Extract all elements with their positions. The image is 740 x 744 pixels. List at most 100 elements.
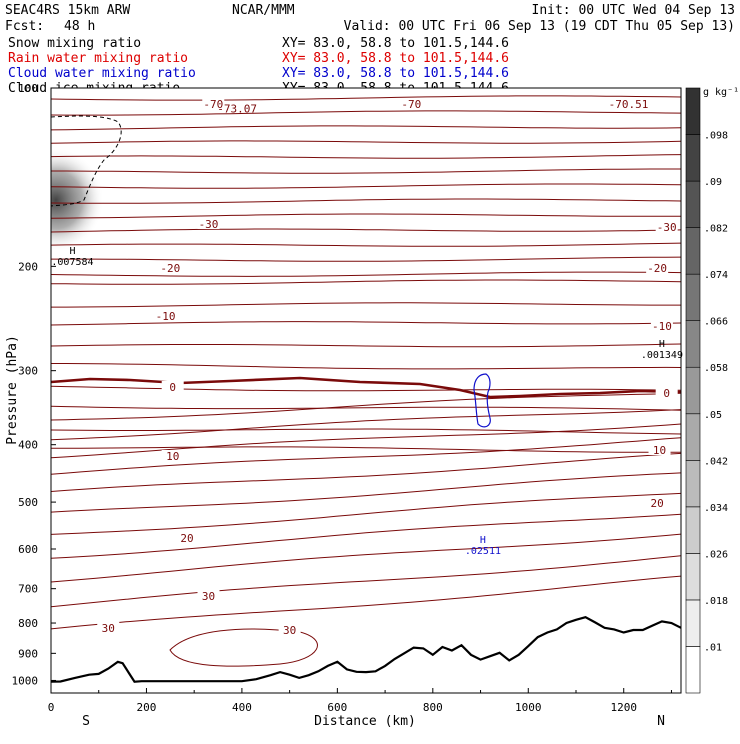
contour-label: -10 — [652, 320, 672, 333]
contour-label: -30 — [199, 218, 219, 231]
model-title: SEAC4RS 15km ARW — [5, 3, 130, 18]
colorbar-swatch — [685, 366, 701, 415]
extremum-value: .02511 — [465, 546, 501, 557]
isotherm — [51, 183, 681, 189]
extremum-marker: H — [69, 246, 75, 257]
y-tick-label: 800 — [18, 617, 38, 630]
colorbar-swatch — [685, 227, 701, 275]
colorbar-label: .058 — [704, 363, 728, 374]
isotherm — [51, 575, 681, 630]
y-tick-label: 200 — [18, 260, 38, 273]
colorbar-label: .066 — [704, 317, 728, 328]
isotherm — [51, 154, 681, 159]
contour-label-bg — [646, 262, 669, 273]
y-tick-label: 700 — [18, 583, 38, 596]
isotherm — [51, 363, 681, 370]
colorbar-label: .074 — [704, 270, 728, 281]
colorbar-swatch — [685, 506, 701, 554]
field-label: Cloud water mixing ratio — [8, 66, 196, 81]
colorbar-swatch — [685, 599, 701, 647]
isotherm — [51, 452, 681, 492]
contour-label-bg — [655, 387, 678, 398]
y-tick-label: 500 — [18, 496, 38, 509]
contour-label-bg — [161, 450, 184, 461]
snow-shading — [51, 148, 104, 252]
contour-labels: -70 -70 -30 -30 -20 -20 -10 -10 0 0 10 10 20 20 30 30 30 — [97, 98, 678, 637]
extremum-marker: H — [659, 339, 665, 350]
extremum-value: .001349 — [641, 350, 683, 361]
x-axis-label: Distance (km) — [314, 714, 416, 729]
contour-label: 0 — [169, 381, 176, 394]
snow-contour — [51, 115, 122, 207]
isotherm — [51, 95, 681, 101]
isotherm — [51, 321, 681, 326]
fcst-label: Fcst: — [5, 19, 44, 34]
right-endpoint-label: N — [657, 714, 665, 729]
colorbar-swatch — [685, 553, 701, 601]
contour-label: 10 — [653, 444, 666, 457]
center-title: NCAR/MMM — [232, 3, 295, 18]
contour-label-bg — [161, 381, 184, 392]
isotherm — [51, 423, 681, 459]
field-xy: XY= 83.0, 58.8 to 101.5,144.6 — [282, 36, 509, 51]
contour-label-bg — [655, 221, 678, 232]
x-axis: 0 200 400 600 800 1000 1200 — [48, 688, 672, 714]
isotherm — [51, 446, 681, 453]
colorbar-swatch — [685, 134, 701, 182]
colorbar-label: .034 — [704, 503, 728, 514]
field-label: Snow mixing ratio — [8, 36, 141, 51]
isotherm — [51, 428, 681, 435]
isotherm — [51, 256, 681, 262]
contour-label: -70 — [203, 98, 223, 111]
contour-label-bg — [176, 532, 199, 543]
isotherm — [51, 125, 681, 131]
plot-border — [50, 87, 682, 694]
isotherm — [51, 492, 681, 535]
isotherm — [51, 392, 681, 421]
isotherm — [51, 271, 681, 277]
isotherm — [51, 110, 681, 116]
isotherm — [51, 198, 681, 204]
contour-label-bg — [159, 262, 182, 273]
field-xy: XY= 83.0, 58.8 to 101.5,144.6 — [282, 51, 509, 66]
isotherm — [51, 533, 681, 583]
terrain-line — [51, 616, 681, 683]
field-xy: XY= 83.0, 58.8 to 101.5,144.6 — [282, 66, 509, 81]
isotherm — [51, 302, 681, 308]
isotherm — [51, 279, 681, 285]
y-tick-label: 300 — [18, 365, 38, 378]
terrain-profile — [51, 616, 681, 683]
contour-label: -10 — [156, 310, 176, 323]
isotherm — [51, 140, 681, 144]
isotherm — [51, 437, 681, 475]
cloud-water-loop — [473, 373, 491, 428]
isotherm — [51, 405, 681, 411]
colorbar-label: .05 — [704, 410, 722, 421]
contour-label: 20 — [180, 532, 193, 545]
contour-label-bg — [646, 497, 669, 508]
y-tick-label: 600 — [18, 543, 38, 556]
isotherm — [51, 213, 681, 219]
y-tick-label: 100 — [18, 82, 38, 95]
colorbar-label: .082 — [704, 224, 728, 235]
contour-label: -20 — [160, 262, 180, 275]
y-tick-label: 1000 — [12, 674, 39, 687]
temperature-contours — [51, 95, 681, 667]
contour-label-bg — [278, 624, 301, 635]
y-tick-label: 400 — [18, 439, 38, 452]
contour-label-bg — [154, 310, 177, 321]
field-label: Rain water mixing ratio — [8, 51, 188, 66]
contour-label-bg — [202, 98, 225, 109]
colorbar-label: .018 — [704, 596, 728, 607]
isotherm — [51, 168, 681, 174]
y-axis-label: Pressure (hPa) — [5, 335, 20, 445]
isotherm — [51, 385, 681, 392]
colorbar-unit: g kg⁻¹ — [703, 87, 739, 98]
isotherm — [51, 242, 681, 247]
colorbar-swatch — [685, 460, 701, 508]
colorbar-swatch — [685, 320, 701, 368]
colorbar-swatch — [685, 413, 701, 461]
valid-time: Valid: 00 UTC Fri 06 Sep 13 (19 CDT Thu … — [344, 19, 735, 34]
extremum-value: .007584 — [51, 257, 93, 268]
